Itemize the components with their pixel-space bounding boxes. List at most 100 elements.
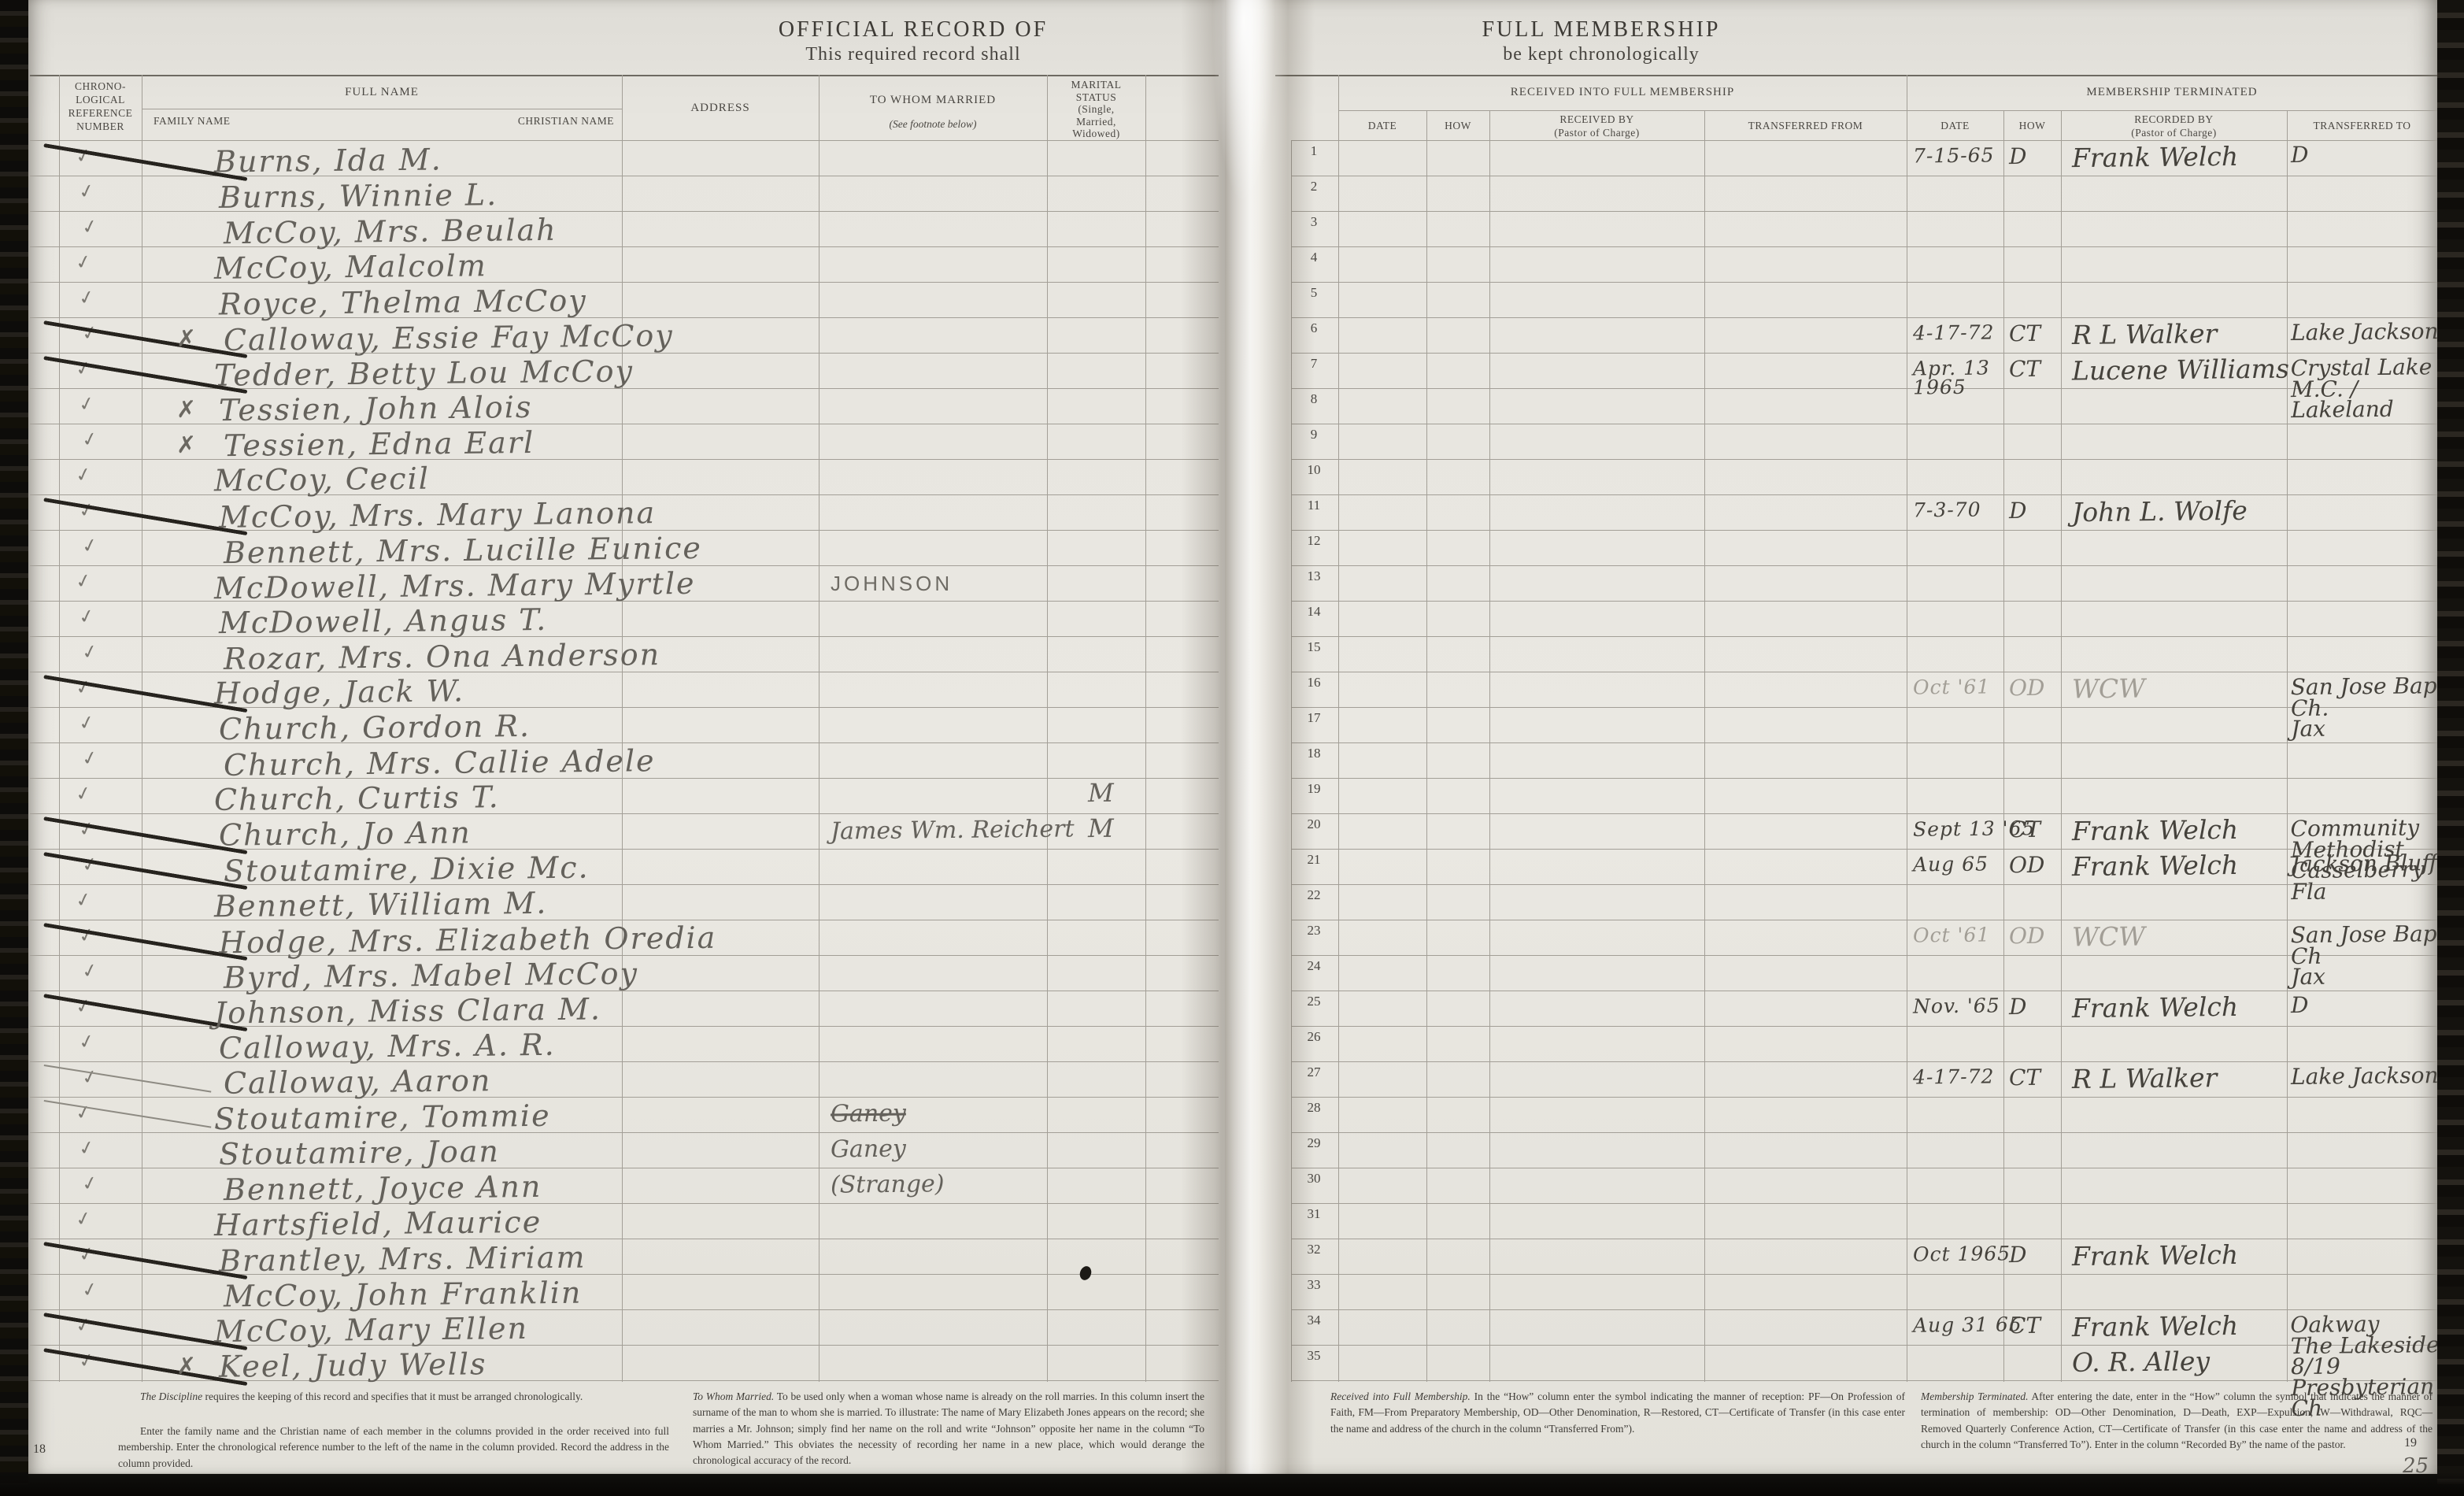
left-page (27, 0, 1225, 1474)
entry-transferred-to: Lake Jackson (2290, 318, 2439, 346)
entry-terminated-date: 7-3-70 (1912, 498, 1981, 522)
entry-terminated-how: D (2008, 993, 2027, 1020)
row-number: 9 (1310, 427, 1318, 442)
row-rule (1291, 1097, 2437, 1098)
row-rule (1291, 1274, 2437, 1275)
row-number: 19 (1307, 781, 1321, 796)
row-rule (30, 282, 1219, 283)
entry-name: Church, Curtis T. (213, 779, 500, 817)
row-number: 6 (1310, 320, 1318, 335)
entry-name: Rozar, Mrs. Ona Anderson (223, 637, 661, 676)
row-rule (1291, 849, 2437, 850)
row-rule (1291, 1380, 2437, 1381)
entry-terminated-how: CT (2008, 1064, 2041, 1091)
row-rule (30, 1026, 1219, 1027)
row-rule (30, 1203, 1219, 1204)
row-rule (30, 1061, 1219, 1062)
right-page-number: 19 (2404, 1436, 2417, 1450)
entry-terminated-date: Nov. '65 (1912, 994, 2000, 1018)
entry-name: Royce, Thelma McCoy (218, 283, 587, 322)
col-christian-name: CHRISTIAN NAME (517, 115, 614, 127)
row-number: 35 (1307, 1348, 1321, 1363)
row-number: 27 (1307, 1065, 1321, 1079)
right-page (1225, 0, 2439, 1474)
entry-name: Church, Jo Ann (218, 815, 472, 853)
row-rule (30, 211, 1219, 212)
right-footnote-1: Received into Full Membership. In the “H… (1330, 1390, 1905, 1435)
row-number: 22 (1307, 887, 1321, 902)
entry-name: Calloway, Essie Fay McCoy (223, 318, 674, 357)
row-rule (1291, 1132, 2437, 1133)
row-number: 8 (1310, 391, 1318, 406)
entry-name: Church, Mrs. Callie Adele (223, 743, 656, 783)
entry-name: Hodge, Mrs. Elizabeth Oredia (218, 920, 717, 961)
rule (1426, 110, 1427, 1382)
row-number: 13 (1307, 568, 1321, 583)
entry-recorded-by: O. R. Alley (2071, 1346, 2211, 1378)
entry-recorded-by: Frank Welch (2071, 140, 2239, 174)
entry-terminated-how: D (2008, 143, 2027, 170)
row-number: 28 (1307, 1100, 1321, 1115)
right-header-bottom-rule (1291, 140, 2437, 141)
x-mark: ✗ (176, 1353, 197, 1380)
col-chrono-ref: CHRONO- LOGICAL REFERENCE NUMBER (68, 80, 133, 132)
entry-name: McCoy, John Franklin (223, 1275, 583, 1314)
col-terminated-date: DATE (1940, 120, 1970, 131)
row-rule (30, 849, 1219, 850)
entry-name: Byrd, Mrs. Mabel McCoy (223, 956, 639, 995)
entry-name: Stoutamire, Dixie Mc. (223, 850, 590, 889)
entry-name: McCoy, Mrs. Beulah (223, 212, 557, 251)
left-header-top-rule (30, 75, 1219, 76)
rule (622, 75, 623, 1382)
entry-to-whom-married: Ganey (830, 1135, 907, 1164)
entry-recorded-by: Frank Welch (2071, 1239, 2239, 1272)
row-number: 11 (1307, 498, 1321, 513)
row-number: 32 (1307, 1242, 1321, 1257)
entry-name: Johnson, Miss Clara M. (213, 991, 602, 1031)
row-rule (30, 388, 1219, 389)
entry-name: Hartsfield, Maurice (213, 1204, 542, 1243)
entry-terminated-how: D (2008, 497, 2027, 524)
row-rule (30, 778, 1219, 779)
entry-name: Tessien, John Alois (218, 389, 533, 428)
row-number: 24 (1307, 958, 1321, 973)
row-rule (30, 1097, 1219, 1098)
row-rule (1291, 955, 2437, 956)
entry-name: McDowell, Mrs. Mary Myrtle (213, 565, 696, 606)
rule (1704, 110, 1705, 1382)
entry-recorded-by: WCW (2071, 672, 2146, 705)
row-rule (1291, 211, 2437, 212)
col-received-date: DATE (1367, 120, 1397, 131)
entry-marital-status: M (1087, 813, 1114, 844)
row-rule (1291, 601, 2437, 602)
entry-name: McCoy, Mary Ellen (213, 1310, 529, 1350)
row-rule (1291, 317, 2437, 318)
row-number: 16 (1307, 675, 1321, 690)
entry-name: McCoy, Cecil (213, 461, 431, 498)
row-rule (30, 246, 1219, 247)
rule (1047, 75, 1048, 1382)
entry-name: Calloway, Aaron (223, 1063, 492, 1101)
row-number: 15 (1307, 639, 1321, 654)
photo-edge-left (0, 0, 28, 1496)
col-transferred-from: TRANSFERRED FROM (1748, 120, 1863, 131)
entry-name: Bennett, William M. (213, 885, 548, 924)
col-received-span: RECEIVED INTO FULL MEMBERSHIP (1510, 86, 1735, 98)
row-rule (1291, 636, 2437, 637)
right-page-title: FULL MEMBERSHIP (1482, 17, 1721, 42)
entry-recorded-by: Frank Welch (2071, 849, 2239, 883)
row-number: 5 (1310, 285, 1318, 300)
row-number: 1 (1310, 143, 1318, 158)
rule (1489, 110, 1490, 1382)
right-header-mid-rule (1338, 110, 2437, 111)
row-number: 33 (1307, 1277, 1321, 1292)
row-rule (30, 1274, 1219, 1275)
right-header-top-rule (1275, 75, 2439, 76)
row-rule (1291, 246, 2437, 247)
row-rule (30, 742, 1219, 743)
entry-terminated-date: 4-17-72 (1912, 320, 1995, 345)
row-number: 3 (1310, 214, 1318, 229)
row-rule (1291, 1061, 2437, 1062)
entry-recorded-by: R L Walker (2071, 318, 2218, 350)
